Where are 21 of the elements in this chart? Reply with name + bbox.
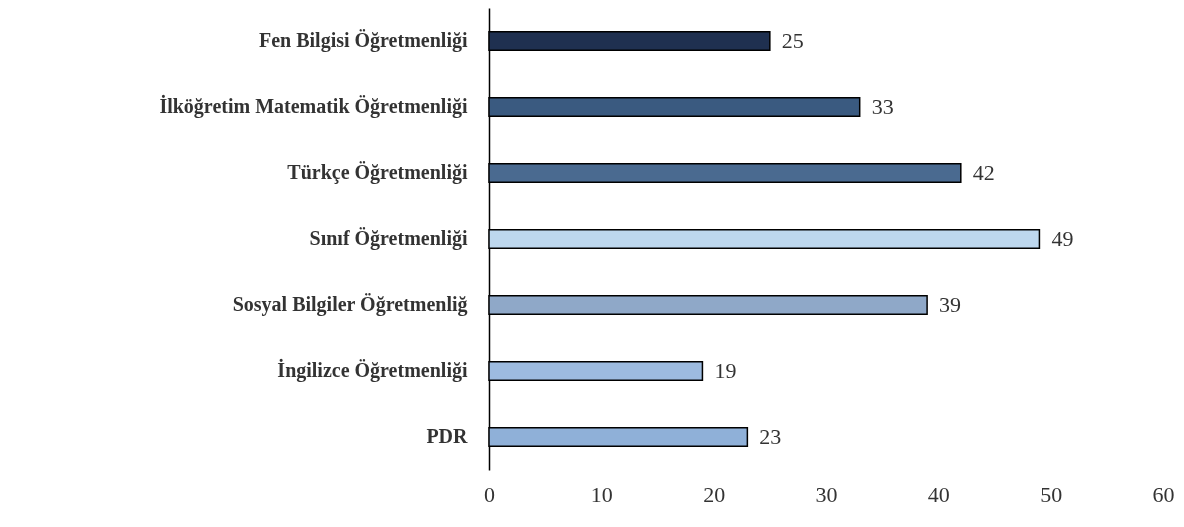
x-tick-label: 20 bbox=[703, 481, 726, 507]
y-tick-label: İlköğretim Matematik Öğretmenliği bbox=[159, 94, 468, 118]
x-tick-label: 30 bbox=[815, 481, 838, 507]
y-tick-label: Fen Bilgisi Öğretmenliği bbox=[258, 29, 468, 52]
y-tick-label: Türkçe Öğretmenliği bbox=[287, 161, 468, 184]
x-tick-label: 60 bbox=[1152, 481, 1175, 507]
data-label: 33 bbox=[871, 94, 894, 119]
data-label: 25 bbox=[781, 28, 804, 53]
x-tick-label: 40 bbox=[927, 481, 950, 507]
data-label: 19 bbox=[714, 358, 737, 383]
data-label: 42 bbox=[972, 160, 995, 185]
data-label: 39 bbox=[939, 292, 962, 317]
y-tick-label: Sosyal Bilgiler Öğretmenliğ bbox=[232, 293, 468, 316]
y-tick-label: Sınıf Öğretmenliği bbox=[309, 227, 468, 250]
y-tick-label: PDR bbox=[426, 425, 469, 447]
x-tick-label: 0 bbox=[484, 481, 495, 507]
x-tick-label: 50 bbox=[1040, 481, 1063, 507]
data-label: 49 bbox=[1051, 226, 1074, 251]
data-label: 23 bbox=[759, 424, 782, 449]
x-tick-label: 10 bbox=[590, 481, 613, 507]
y-tick-label: İngilizce Öğretmenliği bbox=[277, 358, 468, 382]
